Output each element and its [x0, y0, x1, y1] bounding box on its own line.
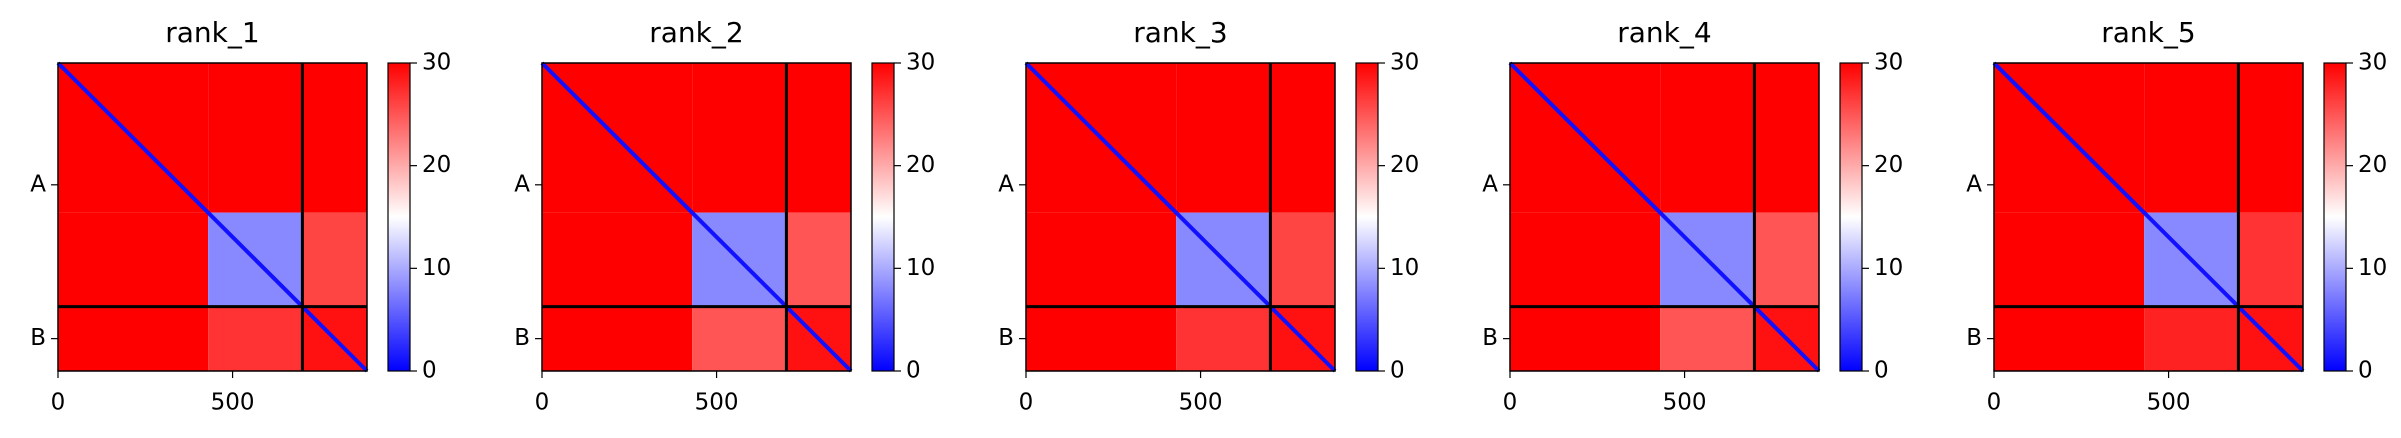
colorbar [1839, 62, 1863, 372]
colorbar-tick-label: 0 [1874, 358, 1889, 384]
colorbar-tick-label: 20 [1874, 152, 1903, 178]
heatmap-block [542, 306, 693, 371]
colorbar-tick-label: 30 [1874, 50, 1903, 76]
colorbar-tick-label: 30 [422, 50, 451, 76]
panel-title: rank_1 [165, 16, 259, 49]
y-tick-label: B [514, 325, 530, 351]
y-tick-label: A [30, 171, 46, 197]
heatmap-block [1176, 63, 1271, 213]
panel-title: rank_2 [649, 16, 743, 49]
heatmap-block [1270, 63, 1335, 213]
panel: rank_3 0 500 A B 0 10 20 30 [998, 16, 1419, 416]
colorbar-tick-label: 10 [422, 255, 451, 281]
axes-frame [1993, 62, 2304, 372]
colorbar-tick-label: 30 [1390, 50, 1419, 76]
heatmap-block [1176, 306, 1271, 371]
heatmap-block [58, 212, 209, 307]
colorbar-tick-label: 0 [1390, 358, 1405, 384]
heatmap-block [208, 63, 303, 213]
diagonal [1992, 61, 2305, 373]
panel-title: rank_5 [2101, 16, 2195, 49]
diagonal [540, 61, 853, 373]
x-tick-label: 0 [1987, 390, 2002, 416]
diagonal [56, 61, 369, 373]
colorbar-tick-label: 10 [2358, 255, 2387, 281]
x-tick-label: 500 [2147, 390, 2191, 416]
colorbar-tick-label: 30 [2358, 50, 2387, 76]
heatmap-block [1994, 306, 2145, 371]
y-tick-label: A [1482, 171, 1498, 197]
colorbar-tick-label: 20 [422, 152, 451, 178]
colorbar-tick-label: 20 [1390, 152, 1419, 178]
axes-frame [1025, 62, 1336, 372]
panel: rank_1 0 500 A B 0 10 20 30 [30, 16, 451, 416]
heatmap-block [2144, 63, 2239, 213]
diagonal [1508, 61, 1821, 373]
y-tick-label: B [1482, 325, 1498, 351]
panel: rank_4 0 500 A B 0 10 20 30 [1482, 16, 1903, 416]
heatmap-block [1754, 63, 1819, 213]
colorbar-tick-label: 10 [1390, 255, 1419, 281]
heatmap-block [2238, 212, 2303, 307]
heatmap-block [302, 63, 367, 213]
heatmap-block [1754, 212, 1819, 307]
colorbar-tick-label: 10 [906, 255, 935, 281]
colorbar [1355, 62, 1379, 372]
heatmap-block [1510, 306, 1661, 371]
axes-frame [57, 62, 368, 372]
axes-frame [541, 62, 852, 372]
x-tick-label: 0 [535, 390, 550, 416]
axes-frame [1509, 62, 1820, 372]
colorbar-tick-label: 10 [1874, 255, 1903, 281]
colorbar-tick-label: 0 [906, 358, 921, 384]
heatmap-block [1510, 212, 1661, 307]
heatmap-block [692, 63, 787, 213]
colorbar-tick-label: 0 [422, 358, 437, 384]
heatmap-block [786, 212, 851, 307]
panel-title: rank_3 [1133, 16, 1227, 49]
x-tick-label: 500 [1179, 390, 1223, 416]
y-tick-label: B [998, 325, 1014, 351]
heatmap-block [208, 306, 303, 371]
heatmap-block [1660, 306, 1755, 371]
heatmap-block [692, 306, 787, 371]
colorbar [387, 62, 411, 372]
y-tick-label: A [514, 171, 530, 197]
heatmap-block [542, 212, 693, 307]
heatmap-block [302, 212, 367, 307]
heatmap-block [786, 63, 851, 213]
y-tick-label: B [1966, 325, 1982, 351]
x-tick-label: 0 [51, 390, 66, 416]
colorbar-tick-label: 30 [906, 50, 935, 76]
panel: rank_2 0 500 A B 0 10 20 30 [514, 16, 935, 416]
heatmap-block [1026, 306, 1177, 371]
heatmap-block [2144, 306, 2239, 371]
x-tick-label: 0 [1503, 390, 1518, 416]
x-tick-label: 0 [1019, 390, 1034, 416]
heatmap-block [1026, 212, 1177, 307]
heatmap-block [2238, 63, 2303, 213]
panel: rank_5 0 500 A B 0 10 20 30 [1966, 16, 2387, 416]
x-tick-label: 500 [695, 390, 739, 416]
x-tick-label: 500 [211, 390, 255, 416]
y-tick-label: A [1966, 171, 1982, 197]
colorbar-tick-label: 20 [2358, 152, 2387, 178]
diagonal [1024, 61, 1337, 373]
panel-title: rank_4 [1617, 16, 1711, 49]
colorbar [871, 62, 895, 372]
colorbar-tick-label: 20 [906, 152, 935, 178]
heatmap-block [58, 306, 209, 371]
x-tick-label: 500 [1663, 390, 1707, 416]
y-tick-label: A [998, 171, 1014, 197]
heatmap-block [1270, 212, 1335, 307]
heatmap-block [1994, 212, 2145, 307]
colorbar [2323, 62, 2347, 372]
colorbar-tick-label: 0 [2358, 358, 2373, 384]
y-tick-label: B [30, 325, 46, 351]
heatmap-block [1660, 63, 1755, 213]
